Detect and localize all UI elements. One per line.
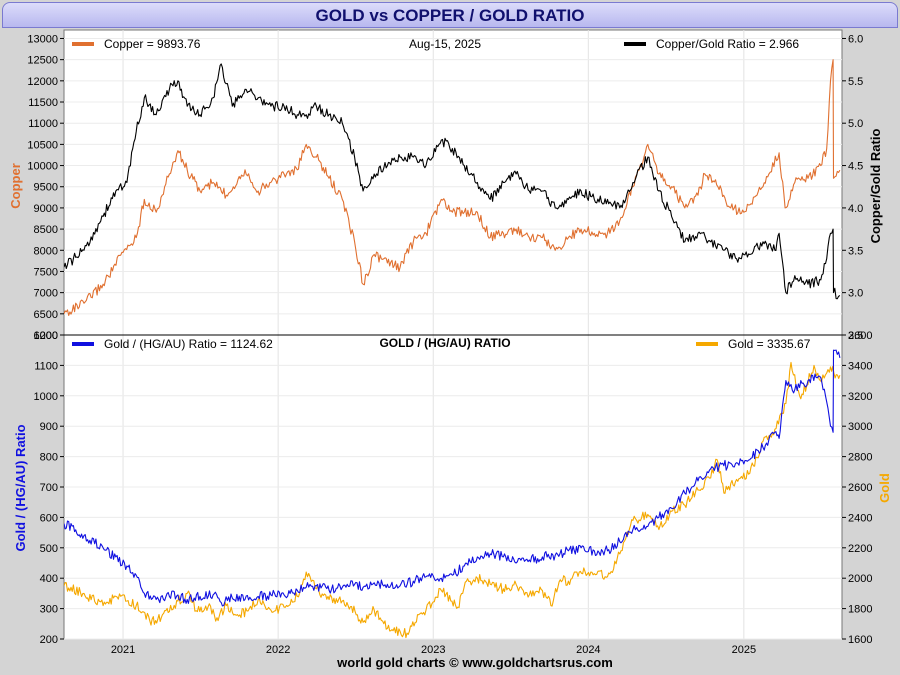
y-left-tick-label: 6000 (34, 330, 58, 342)
y-right-tick-label: 5.0 (848, 118, 863, 130)
y-right-tick-label: 4.0 (848, 203, 863, 215)
y-right-tick-label: 3.5 (848, 245, 863, 257)
y-left-tick-label: 300 (40, 604, 58, 616)
y-left-tick-label: 13000 (27, 33, 58, 45)
copper-gold-ratio-legend-text: Copper/Gold Ratio = 2.966 (656, 37, 799, 51)
y-left-tick-label: 7500 (34, 266, 58, 278)
y-right-tick-label: 1800 (848, 604, 872, 616)
y-right-tick-label: 2600 (848, 482, 872, 494)
copper-gold-ratio-line (64, 63, 841, 300)
y-right-tick-label: 4.5 (848, 161, 863, 173)
y-right-tick-label: 5.5 (848, 76, 863, 88)
y-left-tick-label: 600 (40, 512, 58, 524)
copper-legend-text: Copper = 9893.76 (104, 37, 201, 51)
y-right-tick-label: 3000 (848, 421, 872, 433)
y-right-tick-label: 1600 (848, 634, 872, 646)
y-left-tick-label: 800 (40, 452, 58, 464)
x-tick-label: 2023 (421, 644, 445, 656)
gold-hgau-legend-swatch (72, 342, 94, 346)
y-right-tick-label: 3600 (848, 330, 872, 342)
y-left-tick-label: 6500 (34, 309, 58, 321)
y-left-tick-label: 500 (40, 543, 58, 555)
copper-legend-swatch (72, 42, 94, 46)
y-left-tick-label: 11000 (28, 118, 58, 130)
y-left-tick-label: 9500 (34, 182, 58, 194)
y-right-tick-label: 3.0 (848, 288, 863, 300)
gold-legend-text: Gold = 3335.67 (728, 337, 811, 351)
y-right-tick-label: 2800 (848, 452, 872, 464)
bottom-panel-series (64, 349, 841, 639)
y-left-tick-label: 8500 (34, 224, 58, 236)
y-left-tick-label: 1100 (34, 360, 58, 372)
gold-legend-swatch (696, 342, 718, 346)
y-right-tick-label: 2400 (848, 512, 872, 524)
y-right-tick-label: 6.0 (848, 33, 863, 45)
chart-title: GOLD vs COPPER / GOLD RATIO (2, 2, 898, 28)
y-left-tick-label: 11500 (28, 97, 58, 109)
y-left-tick-label: 1200 (34, 330, 58, 342)
y-left-tick-label: 700 (40, 482, 58, 494)
x-tick-label: 2021 (111, 644, 135, 656)
gold-hgau-ratio-line (64, 349, 841, 607)
x-tick-label: 2025 (732, 644, 756, 656)
y-right-tick-label: 2200 (848, 543, 872, 555)
x-tick-label: 2024 (576, 644, 600, 656)
y-left-tick-label: 10000 (27, 161, 58, 173)
gold-axis-label: Gold (877, 473, 892, 503)
gold-hgau-axis-label: Gold / (HG/AU) Ratio (13, 424, 28, 551)
y-left-tick-label: 400 (40, 573, 58, 585)
gold-hgau-legend-text: Gold / (HG/AU) Ratio = 1124.62 (104, 337, 273, 351)
gold-price-line (64, 361, 841, 639)
ratio-legend-swatch (624, 42, 646, 46)
date-label: Aug-15, 2025 (409, 37, 481, 51)
footer-credit: world gold charts © www.goldchartsrus.co… (336, 655, 613, 670)
top-panel-series (64, 59, 841, 316)
y-left-tick-label: 12000 (27, 76, 58, 88)
copper-axis-label: Copper (8, 163, 23, 209)
y-left-tick-label: 200 (40, 634, 58, 646)
y-right-tick-label: 2.5 (848, 330, 863, 342)
y-left-tick-label: 12500 (27, 55, 58, 67)
bottom-panel-title: GOLD / (HG/AU) RATIO (379, 336, 510, 350)
y-left-tick-label: 1000 (34, 391, 58, 403)
copper-gold-ratio-axis-label: Copper/Gold Ratio (868, 129, 883, 244)
y-left-tick-label: 7000 (34, 288, 58, 300)
y-left-tick-label: 8000 (34, 245, 58, 257)
y-right-tick-label: 2000 (848, 573, 872, 585)
y-left-tick-label: 10500 (27, 139, 58, 151)
y-left-tick-label: 9000 (34, 203, 58, 215)
y-right-tick-label: 3200 (848, 391, 872, 403)
y-right-tick-label: 3400 (848, 360, 872, 372)
copper-line (64, 59, 841, 316)
y-left-tick-label: 900 (40, 421, 58, 433)
x-tick-label: 2022 (266, 644, 290, 656)
axes: 2021 2022 2023 2024 2025 6000 6500 7000 7500 8000… (27, 33, 872, 656)
